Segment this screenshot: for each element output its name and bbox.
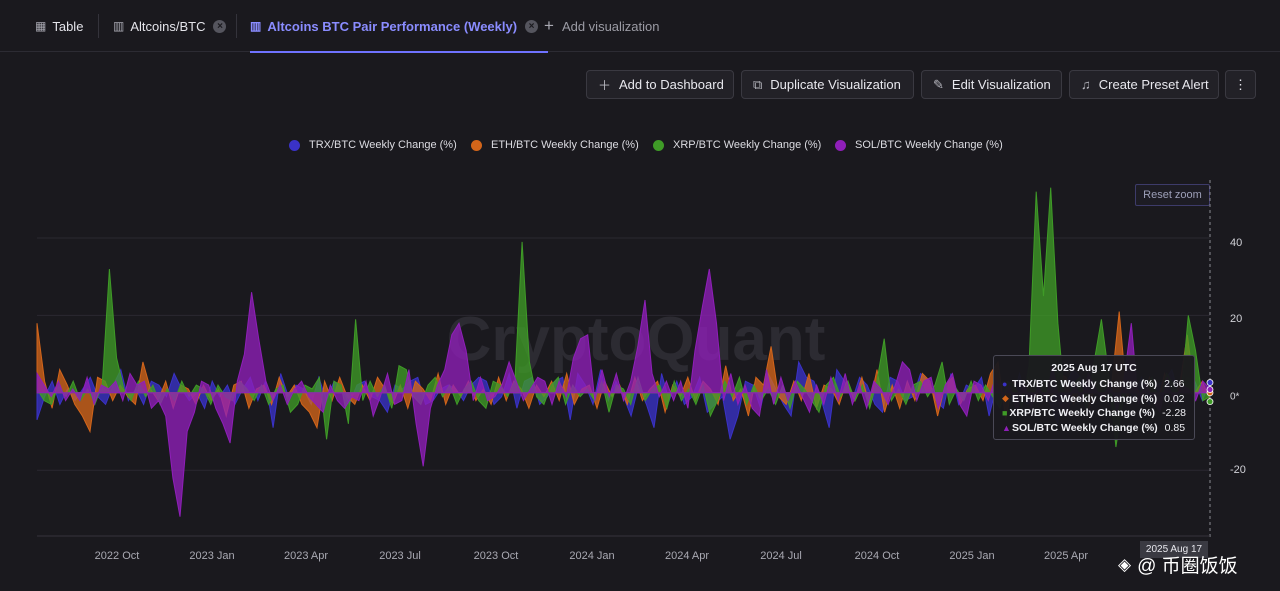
button-label: Edit Visualization (951, 77, 1051, 92)
x-tick-label: 2025 Apr (1043, 550, 1089, 562)
tooltip-title: 2025 Aug 17 UTC (1051, 362, 1137, 374)
crosshair-x-label: 2025 Aug 17 (1140, 541, 1208, 558)
source-watermark-text: @ 币圈饭饭 (1137, 556, 1238, 577)
copy-icon: ⧉ (753, 76, 763, 92)
bell-icon: ♫ (1081, 77, 1091, 92)
duplicate-visualization-button[interactable]: ⧉ Duplicate Visualization (741, 70, 914, 99)
add-visualization-button[interactable]: + Add visualization (544, 0, 660, 52)
add-visualization-label: Add visualization (561, 18, 660, 34)
square-marker-icon: ■ (1002, 408, 1008, 419)
x-tick-label: 2023 Jul (379, 550, 421, 562)
x-tick-label: 2024 Apr (664, 550, 710, 562)
y-tick-label: -20 (1230, 464, 1246, 476)
binance-logo-icon: ◈ (1118, 554, 1132, 574)
tab-bar: ▦ Table ▥ Altcoins/BTC × ▥ Altcoins BTC Pair… (0, 0, 1280, 53)
tooltip-label: SOL/BTC Weekly Change (%) (1012, 421, 1158, 434)
button-label: Create Preset Alert (1098, 77, 1209, 92)
chart-legend: TRX/BTC Weekly Change (%) ETH/BTC Weekly… (0, 139, 1280, 155)
tab-divider (236, 14, 237, 38)
tooltip-row: ● TRX/BTC Weekly Change (%) 2.66 (1002, 377, 1186, 392)
legend-item-eth[interactable]: ETH/BTC Weekly Change (%) (471, 139, 639, 151)
tooltip-value: 0.02 (1164, 392, 1185, 405)
tab-divider (98, 14, 99, 38)
tab-label: Table (52, 18, 84, 34)
reset-zoom-label: Reset zoom (1143, 189, 1202, 201)
table-icon: ▦ (35, 19, 47, 33)
more-icon: ⋮ (1234, 76, 1247, 92)
edit-visualization-button[interactable]: ✎ Edit Visualization (921, 70, 1062, 99)
y-tick-label: 40 (1230, 237, 1243, 249)
legend-item-trx[interactable]: TRX/BTC Weekly Change (%) (289, 139, 457, 151)
tooltip-row: ◆ ETH/BTC Weekly Change (%) 0.02 (1002, 392, 1186, 407)
tooltip-value: -2.28 (1162, 407, 1186, 420)
tab-altcoins-btc[interactable]: ▥ Altcoins/BTC × (113, 0, 227, 52)
button-label: Add to Dashboard (619, 77, 724, 92)
legend-label: TRX/BTC Weekly Change (%) (309, 139, 457, 151)
bar-chart-icon: ▥ (113, 19, 125, 33)
tooltip-value: 2.66 (1164, 378, 1185, 391)
tooltip-label: TRX/BTC Weekly Change (%) (1012, 378, 1158, 391)
x-tick-label: 2022 Oct (94, 550, 140, 562)
tab-label: Altcoins/BTC (130, 18, 206, 34)
create-preset-alert-button[interactable]: ♫ Create Preset Alert (1069, 70, 1219, 99)
x-tick-label: 2024 Jul (760, 550, 802, 562)
add-to-dashboard-button[interactable]: ＋ Add to Dashboard (586, 70, 734, 99)
tooltip-value: 0.85 (1164, 421, 1186, 434)
chart-tooltip: 2025 Aug 17 UTC ● TRX/BTC Weekly Change (… (993, 355, 1195, 440)
close-icon[interactable]: × (213, 19, 227, 33)
plus-icon: ＋ (598, 78, 612, 93)
square-point-marker (1206, 398, 1214, 406)
x-tick-label: 2024 Jan (569, 550, 615, 562)
close-icon[interactable]: × (525, 19, 539, 33)
circle-marker-icon: ● (1002, 379, 1008, 390)
x-tick-label: 2023 Apr (283, 550, 329, 562)
tooltip-row: ▲ SOL/BTC Weekly Change (%) 0.85 (1002, 421, 1186, 436)
legend-item-sol[interactable]: SOL/BTC Weekly Change (%) (835, 139, 1003, 151)
x-tick-label: 2023 Jan (189, 550, 235, 562)
tooltip-label: ETH/BTC Weekly Change (%) (1012, 392, 1158, 405)
legend-label: XRP/BTC Weekly Change (%) (673, 139, 822, 151)
legend-dot-icon (471, 139, 482, 151)
bar-chart-icon: ▥ (250, 19, 262, 33)
tab-label: Altcoins BTC Pair Performance (Weekly) (267, 18, 518, 34)
button-label: Duplicate Visualization (770, 77, 901, 92)
legend-dot-icon (835, 139, 846, 151)
tab-table[interactable]: ▦ Table (35, 0, 83, 52)
triangle-point-marker (1206, 386, 1214, 393)
pencil-icon: ✎ (933, 76, 944, 92)
legend-dot-icon (289, 139, 300, 151)
triangle-marker-icon: ▲ (1002, 422, 1011, 433)
diamond-marker-icon: ◆ (1002, 393, 1009, 404)
x-tick-label: 2025 Jan (949, 550, 995, 562)
tooltip-label: XRP/BTC Weekly Change (%) (1009, 407, 1156, 420)
x-tick-label: 2024 Oct (854, 550, 900, 562)
circle-point-marker (1206, 379, 1214, 386)
tooltip-row: ■ XRP/BTC Weekly Change (%) -2.28 (1002, 406, 1186, 421)
plus-icon: + (544, 16, 554, 35)
y-tick-label: 0* (1230, 391, 1240, 403)
legend-label: SOL/BTC Weekly Change (%) (855, 139, 1003, 151)
legend-item-xrp[interactable]: XRP/BTC Weekly Change (%) (653, 139, 821, 151)
legend-label: ETH/BTC Weekly Change (%) (491, 139, 639, 151)
x-tick-label: 2023 Oct (473, 550, 519, 562)
source-watermark: ◈ @ 币圈饭饭 (1118, 551, 1238, 578)
y-tick-label: 20 (1230, 313, 1243, 325)
more-options-button[interactable]: ⋮ (1225, 70, 1256, 99)
reset-zoom-button[interactable]: Reset zoom (1135, 184, 1210, 206)
area-chart[interactable]: CryptoQuant (0, 160, 1280, 540)
tab-altcoins-btc-pair-performance[interactable]: ▥ Altcoins BTC Pair Performance (Weekly) × (250, 0, 549, 53)
legend-dot-icon (653, 139, 664, 151)
